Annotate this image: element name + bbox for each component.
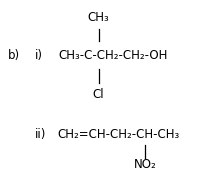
Text: CH₃-C-CH₂-CH₂-OH: CH₃-C-CH₂-CH₂-OH xyxy=(59,49,168,62)
Text: ii): ii) xyxy=(34,128,46,141)
Text: b): b) xyxy=(8,49,20,62)
Text: i): i) xyxy=(34,49,43,62)
Text: CH₃: CH₃ xyxy=(88,11,109,24)
Text: Cl: Cl xyxy=(93,88,104,101)
Text: NO₂: NO₂ xyxy=(133,158,156,171)
Text: CH₂=CH-CH₂-CH-CH₃: CH₂=CH-CH₂-CH-CH₃ xyxy=(57,128,179,141)
